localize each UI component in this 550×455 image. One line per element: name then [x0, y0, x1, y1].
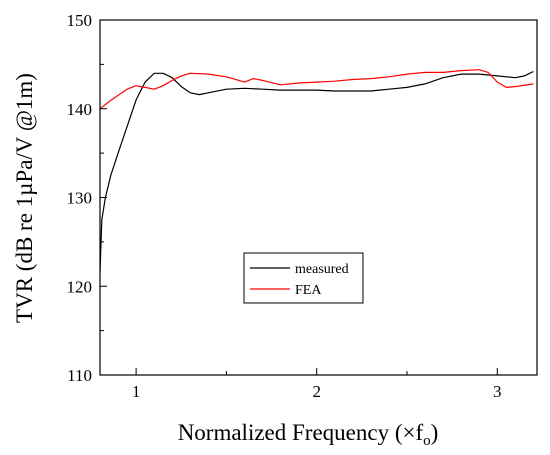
legend-label-measured: measured [295, 262, 349, 277]
plot-frame [99, 19, 538, 376]
y-axis-title: TVR (dB re 1µPa/V @1m) [12, 73, 37, 323]
y-tick-label: 140 [67, 100, 93, 119]
legend: measured FEA [243, 252, 364, 304]
y-tick-label: 150 [67, 11, 93, 30]
x-tick-label: 2 [312, 382, 321, 401]
legend-box [243, 252, 364, 304]
legend-label-fea: FEA [295, 283, 322, 298]
y-axis-title-text: TVR (dB re 1µPa/V @1m) [12, 73, 37, 323]
x-axis-title-close: ) [431, 420, 439, 445]
x-axis-title: Normalized Frequency (×fo) [178, 420, 439, 449]
x-tick-label: 3 [493, 382, 502, 401]
series-line-measured [99, 70, 534, 273]
series-line-fea [99, 69, 534, 110]
y-tick-label: 120 [67, 277, 93, 296]
plot-area: 1 2 3 110 120 130 140 150 [67, 11, 538, 401]
x-axis-title-main: Normalized Frequency (×f [178, 420, 424, 445]
y-tick-label: 130 [67, 189, 93, 208]
x-axis-title-subscript: o [423, 433, 431, 449]
x-tick-label: 1 [132, 382, 141, 401]
y-tick-label: 110 [67, 366, 92, 385]
